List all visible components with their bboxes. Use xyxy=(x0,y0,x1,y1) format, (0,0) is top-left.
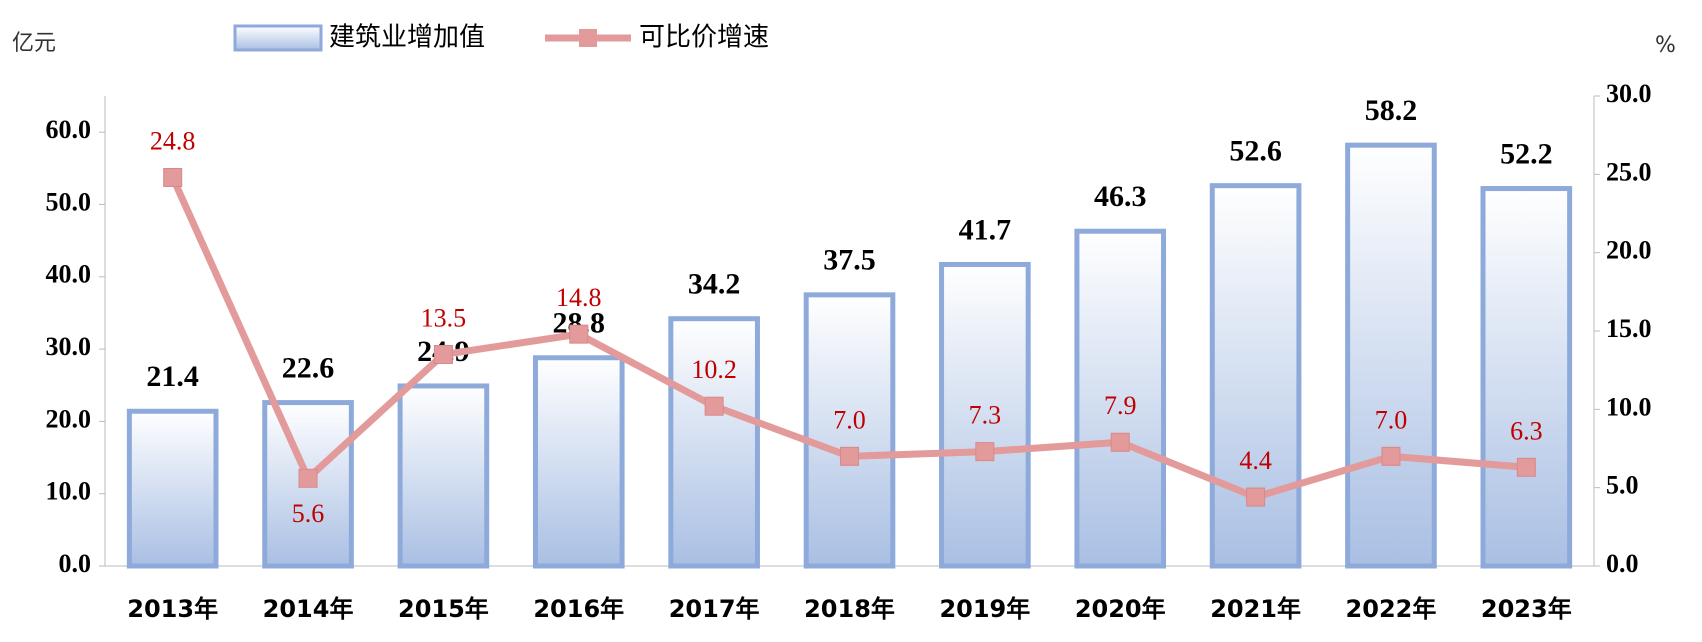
legend-label: 可比价增速 xyxy=(639,23,769,53)
y-tick-label: 10.0 xyxy=(46,477,92,506)
x-tick-label: 2017年 xyxy=(669,595,760,623)
legend-label: 建筑业增加值 xyxy=(329,23,485,53)
bar xyxy=(803,292,896,569)
x-tick-label: 2021年 xyxy=(1210,595,1301,623)
legend-swatch xyxy=(579,29,597,47)
bar xyxy=(1209,183,1302,569)
y-tick-label: 30.0 xyxy=(46,332,92,361)
line-marker xyxy=(1381,446,1401,466)
x-tick-label: 2013年 xyxy=(127,595,218,623)
line-marker xyxy=(704,396,724,416)
line-value-label: 6.3 xyxy=(1510,416,1543,445)
line-marker xyxy=(1246,487,1266,507)
y2-tick-label: 0.0 xyxy=(1606,549,1639,578)
line-marker xyxy=(433,345,453,364)
bar-value-label: 21.4 xyxy=(146,360,199,393)
y-tick-label: 20.0 xyxy=(46,404,92,433)
legend-swatch xyxy=(233,24,323,52)
x-tick-label: 2020年 xyxy=(1075,595,1166,623)
y2-tick-label: 25.0 xyxy=(1606,157,1652,186)
y2-tick-label: 30.0 xyxy=(1606,79,1652,108)
y2-tick-label: 20.0 xyxy=(1606,236,1652,265)
y2-tick-label: 10.0 xyxy=(1606,392,1652,421)
line-marker xyxy=(1110,432,1130,452)
bar-value-label: 52.2 xyxy=(1500,137,1553,170)
line-value-label: 13.5 xyxy=(421,303,467,332)
bar xyxy=(668,316,760,569)
y-axis-label: 亿元 xyxy=(12,31,56,56)
line-value-label: 5.6 xyxy=(292,499,325,528)
line-marker xyxy=(1516,457,1536,477)
x-tick-label: 2019年 xyxy=(939,595,1030,623)
bar-value-label: 34.2 xyxy=(688,268,741,301)
x-tick-label: 2018年 xyxy=(804,595,895,623)
line-value-label: 7.0 xyxy=(1375,405,1408,434)
y-tick-label: 40.0 xyxy=(46,260,92,289)
y-tick-label: 50.0 xyxy=(46,187,92,216)
y2-tick-label: 5.0 xyxy=(1606,471,1639,500)
line-marker xyxy=(298,468,318,488)
line-value-label: 4.4 xyxy=(1239,446,1272,475)
bar xyxy=(397,383,490,569)
bar xyxy=(532,355,625,569)
y-tick-label: 60.0 xyxy=(46,115,92,144)
bar xyxy=(126,408,219,569)
bar-value-label: 52.6 xyxy=(1229,135,1282,168)
bar xyxy=(262,400,354,569)
line-marker xyxy=(840,446,859,466)
line-value-label: 10.2 xyxy=(691,355,737,384)
bar-value-label: 46.3 xyxy=(1094,180,1147,213)
x-tick-label: 2015年 xyxy=(398,595,489,623)
y2-tick-label: 15.0 xyxy=(1606,314,1652,343)
y-tick-label: 0.0 xyxy=(59,549,92,578)
bar xyxy=(939,261,1031,569)
bar xyxy=(1074,228,1167,569)
line-value-label: 7.3 xyxy=(969,401,1002,430)
bar-value-label: 37.5 xyxy=(823,244,876,277)
line-value-label: 24.8 xyxy=(150,126,196,155)
line-value-label: 14.8 xyxy=(556,283,602,312)
line-value-label: 7.9 xyxy=(1104,391,1137,420)
line-marker xyxy=(975,442,995,462)
bar xyxy=(1480,186,1573,569)
line-marker xyxy=(163,167,183,187)
x-tick-label: 2016年 xyxy=(533,595,624,623)
bar xyxy=(1345,142,1437,569)
line-value-label: 7.0 xyxy=(833,405,866,434)
bar-value-label: 58.2 xyxy=(1365,94,1418,127)
x-tick-label: 2014年 xyxy=(263,595,354,623)
line-marker xyxy=(569,324,589,344)
x-tick-label: 2022年 xyxy=(1346,595,1437,623)
bar-value-label: 41.7 xyxy=(959,213,1012,246)
x-tick-label: 2023年 xyxy=(1481,595,1572,623)
y2-axis-label: % xyxy=(1655,33,1676,58)
bar-value-label: 22.6 xyxy=(282,351,335,384)
